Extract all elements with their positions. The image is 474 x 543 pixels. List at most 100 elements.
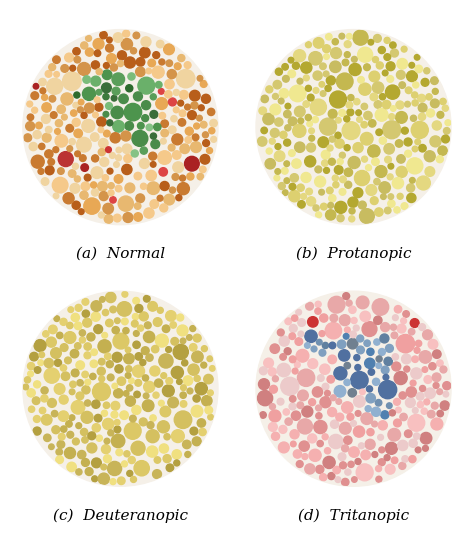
Circle shape	[85, 468, 93, 476]
Circle shape	[27, 114, 34, 121]
Circle shape	[99, 358, 105, 365]
Circle shape	[306, 302, 313, 310]
Circle shape	[79, 330, 85, 336]
Circle shape	[316, 212, 321, 218]
Circle shape	[104, 438, 110, 444]
Circle shape	[182, 360, 188, 366]
Circle shape	[49, 64, 55, 71]
Circle shape	[102, 332, 108, 338]
Circle shape	[319, 349, 326, 356]
Circle shape	[113, 333, 129, 349]
Circle shape	[174, 63, 181, 70]
Circle shape	[58, 411, 69, 421]
Circle shape	[84, 174, 91, 181]
Circle shape	[405, 87, 412, 93]
Circle shape	[34, 381, 41, 388]
Circle shape	[149, 152, 157, 160]
Circle shape	[307, 197, 316, 206]
Circle shape	[297, 402, 303, 408]
Circle shape	[193, 395, 200, 402]
Circle shape	[442, 105, 448, 111]
Circle shape	[160, 181, 169, 191]
Circle shape	[83, 318, 91, 327]
Circle shape	[357, 335, 364, 342]
Circle shape	[342, 402, 353, 413]
Circle shape	[419, 113, 426, 121]
Circle shape	[92, 424, 100, 432]
Circle shape	[171, 338, 179, 345]
Circle shape	[329, 136, 335, 142]
Circle shape	[211, 136, 217, 142]
Circle shape	[153, 52, 160, 59]
Circle shape	[310, 99, 327, 115]
Circle shape	[111, 106, 123, 119]
Circle shape	[53, 147, 59, 153]
Circle shape	[275, 118, 283, 126]
Circle shape	[168, 397, 178, 408]
Circle shape	[91, 167, 103, 179]
Circle shape	[78, 62, 91, 75]
Circle shape	[178, 100, 183, 106]
Circle shape	[92, 476, 98, 482]
Circle shape	[426, 94, 432, 100]
Circle shape	[305, 42, 311, 48]
Circle shape	[164, 434, 170, 440]
Circle shape	[102, 310, 109, 315]
Circle shape	[375, 109, 388, 121]
Circle shape	[352, 477, 357, 482]
Circle shape	[322, 343, 328, 349]
Circle shape	[160, 204, 168, 212]
Circle shape	[191, 142, 201, 153]
Circle shape	[69, 389, 75, 395]
Circle shape	[167, 70, 176, 79]
Circle shape	[265, 159, 275, 169]
Circle shape	[285, 103, 291, 109]
Circle shape	[184, 62, 191, 68]
Circle shape	[88, 432, 96, 440]
Circle shape	[155, 379, 163, 387]
Circle shape	[365, 165, 372, 171]
Circle shape	[309, 135, 315, 141]
Circle shape	[409, 439, 417, 447]
Circle shape	[361, 122, 367, 128]
Circle shape	[325, 447, 331, 454]
Circle shape	[81, 112, 87, 118]
Circle shape	[118, 477, 125, 484]
Circle shape	[159, 112, 165, 119]
Circle shape	[309, 52, 322, 65]
Circle shape	[418, 103, 427, 112]
Circle shape	[32, 107, 37, 113]
Circle shape	[166, 377, 173, 384]
Circle shape	[368, 145, 380, 157]
Circle shape	[161, 372, 167, 378]
Circle shape	[191, 406, 203, 417]
Circle shape	[317, 440, 323, 447]
Circle shape	[393, 419, 401, 427]
Circle shape	[328, 203, 334, 209]
Circle shape	[335, 132, 341, 138]
Circle shape	[391, 324, 396, 330]
Circle shape	[396, 101, 404, 109]
Circle shape	[159, 354, 173, 368]
Circle shape	[29, 142, 37, 150]
Circle shape	[118, 196, 133, 211]
Circle shape	[401, 46, 407, 52]
Circle shape	[417, 176, 430, 190]
Circle shape	[201, 121, 207, 128]
Circle shape	[298, 369, 315, 387]
Circle shape	[330, 314, 337, 322]
Circle shape	[370, 197, 378, 205]
Circle shape	[103, 130, 110, 137]
Circle shape	[344, 144, 350, 151]
Circle shape	[418, 94, 426, 102]
Circle shape	[437, 360, 443, 367]
Circle shape	[383, 121, 401, 139]
Circle shape	[354, 98, 360, 105]
Circle shape	[172, 134, 183, 145]
Circle shape	[357, 117, 362, 122]
Circle shape	[36, 122, 42, 129]
Circle shape	[366, 185, 377, 195]
Circle shape	[306, 188, 312, 195]
Circle shape	[172, 174, 179, 180]
Circle shape	[316, 405, 321, 411]
